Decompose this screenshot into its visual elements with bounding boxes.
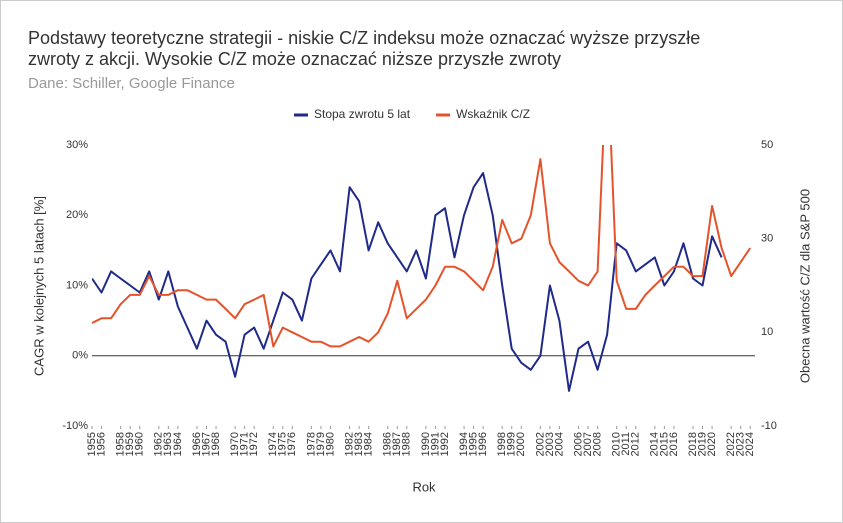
x-tick-label: 1972: [248, 432, 260, 456]
x-tick-label: 1996: [477, 432, 489, 456]
x-tick-label: 1976: [286, 432, 298, 456]
x-tick-label: 2002: [534, 432, 546, 456]
x-tick-label: 1988: [401, 432, 413, 456]
x-tick-label: 1991: [429, 432, 441, 456]
x-tick-label: 1982: [343, 432, 355, 456]
x-tick-label: 1999: [506, 432, 518, 456]
x-tick-label: 1978: [305, 432, 317, 456]
plot-area: [92, 145, 752, 392]
x-tick-label: 2007: [582, 432, 594, 456]
x-tick-label: 1970: [229, 432, 241, 456]
x-tick-label: 1995: [467, 432, 479, 456]
x-tick-label: 1983: [353, 432, 365, 456]
x-tick-label: 1986: [382, 432, 394, 456]
legend-label: Wskaźnik C/Z: [456, 107, 530, 121]
x-tick-label: 1963: [162, 432, 174, 456]
x-tick-label: 1975: [277, 432, 289, 456]
x-tick-label: 1962: [153, 432, 165, 456]
x-tick-label: 2014: [649, 432, 661, 456]
y2-axis-title: Obecna wartość C/Z dla S&P 500: [797, 189, 812, 383]
y2-tick-label: -10: [761, 420, 777, 432]
y2-tick-label: 30: [761, 233, 773, 245]
x-tick-label: 1984: [363, 432, 375, 456]
x-tick-label: 1966: [191, 432, 203, 456]
x-tick-label: 2024: [744, 432, 756, 456]
x-tick-label: 1979: [315, 432, 327, 456]
y-tick-label: 0%: [72, 350, 88, 362]
x-tick-label: 1960: [134, 432, 146, 456]
x-tick-label: 1968: [210, 432, 222, 456]
x-tick-label: 1980: [324, 432, 336, 456]
series-line: [92, 145, 752, 348]
x-tick-label: 1974: [267, 432, 279, 456]
chart-subtitle: Dane: Schiller, Google Finance: [28, 75, 235, 92]
x-tick-label: 2015: [658, 432, 670, 456]
legend-label: Stopa zwrotu 5 lat: [314, 107, 411, 121]
x-tick-label: 2020: [706, 432, 718, 456]
y-tick-label: 20%: [66, 209, 88, 221]
chart-title: Podstawy teoretyczne strategii - niskie …: [28, 28, 700, 48]
x-tick-label: 2023: [735, 432, 747, 456]
y2-tick-label: 10: [761, 326, 773, 338]
x-tick-label: 2016: [668, 432, 680, 456]
x-tick-label: 2022: [725, 432, 737, 456]
x-tick-label: 1964: [172, 432, 184, 456]
x-tick-label: 2004: [553, 432, 565, 456]
x-tick-label: 2000: [515, 432, 527, 456]
x-tick-label: 1992: [439, 432, 451, 456]
x-tick-label: 2012: [630, 432, 642, 456]
x-tick-label: 1955: [86, 432, 98, 456]
x-tick-label: 1959: [124, 432, 136, 456]
y-tick-label: 30%: [66, 139, 88, 151]
x-tick-label: 1971: [239, 432, 251, 456]
x-tick-label: 1956: [95, 432, 107, 456]
x-tick-label: 2018: [687, 432, 699, 456]
x-tick-label: 2011: [620, 432, 632, 456]
x-tick-label: 1967: [200, 432, 212, 456]
x-tick-label: 2006: [572, 432, 584, 456]
legend: Stopa zwrotu 5 lat Wskaźnik C/Z: [294, 107, 530, 121]
x-tick-label: 1958: [115, 432, 127, 456]
y-axis-title: CAGR w kolejnych 5 latach [%]: [31, 196, 46, 376]
x-tick-label: 2010: [611, 432, 623, 456]
x-axis-title: Rok: [412, 479, 436, 494]
x-tick-label: 2019: [696, 432, 708, 456]
x-tick-label: 1990: [420, 432, 432, 456]
x-tick-label: 1987: [391, 432, 403, 456]
y-tick-label: 10%: [66, 279, 88, 291]
y-tick-label: -10%: [62, 420, 88, 432]
chart-title: zwroty z akcji. Wysokie C/Z może oznacza…: [28, 49, 561, 69]
series-line: [92, 172, 723, 392]
x-tick-label: 1998: [496, 432, 508, 456]
y2-tick-label: 50: [761, 139, 773, 151]
x-tick-label: 1994: [458, 432, 470, 456]
x-tick-label: 2008: [592, 432, 604, 456]
x-tick-label: 2003: [544, 432, 556, 456]
